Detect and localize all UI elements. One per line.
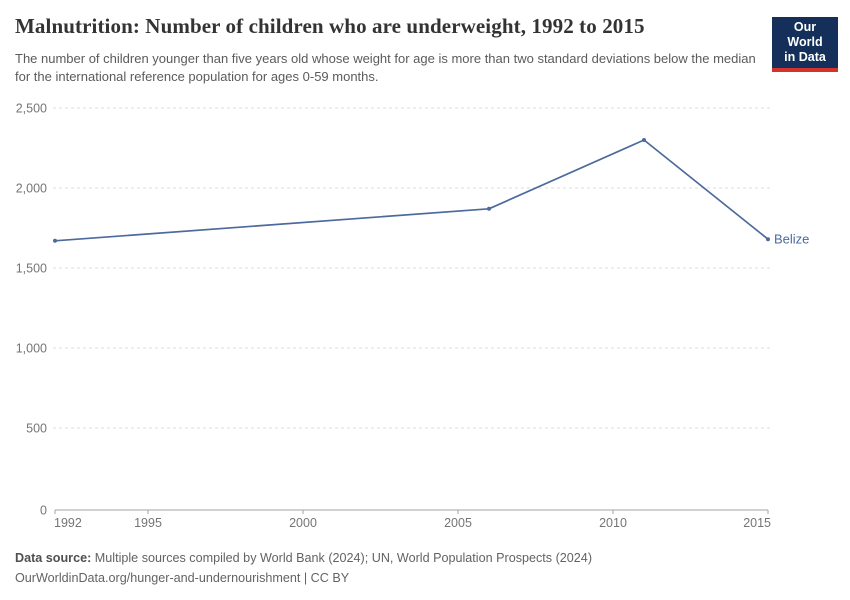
series-line-belize [54,139,769,242]
y-tick-label: 2,500 [16,102,47,116]
y-tick-label: 2,000 [16,182,47,196]
data-point-marker [53,238,57,243]
data-point-marker [642,138,646,142]
y-tick-label: 1,000 [16,342,47,356]
data-source-label: Data source: [15,551,92,565]
footer-link-line: OurWorldinData.org/hunger-and-undernouri… [15,571,350,585]
data-source-line: Data source: Multiple sources compiled b… [15,548,835,568]
x-tick-label: 1995 [134,516,162,530]
y-tick-label: 500 [26,422,47,436]
line-chart-plot-area[interactable]: 0 500 1,000 1,500 2,000 2,500 1992 1995 2000 2005… [0,0,850,540]
chart-subtitle: The number of children younger than five… [15,51,756,85]
owid-logo-line1: Our World [787,20,823,49]
series-label: Belize [774,232,809,247]
data-source-text: Multiple sources compiled by World Bank … [91,551,593,565]
owid-logo: Our World in Data [772,17,838,73]
data-point-marker [766,237,770,242]
y-tick-label: 1,500 [16,262,47,276]
y-tick-label: 0 [40,504,47,518]
x-tick-label: 2015 [743,516,771,530]
owid-logo-line2: in Data [784,49,826,64]
x-tick-label: 2000 [289,516,317,530]
page-title: Malnutrition: Number of children who are… [15,14,645,38]
chart-footer: Data source: Multiple sources compiled b… [15,548,835,588]
x-tick-label: 2005 [444,516,472,530]
data-point-marker [487,206,491,211]
x-tick-label: 2010 [599,516,627,530]
x-tick-label: 1992 [54,516,82,530]
